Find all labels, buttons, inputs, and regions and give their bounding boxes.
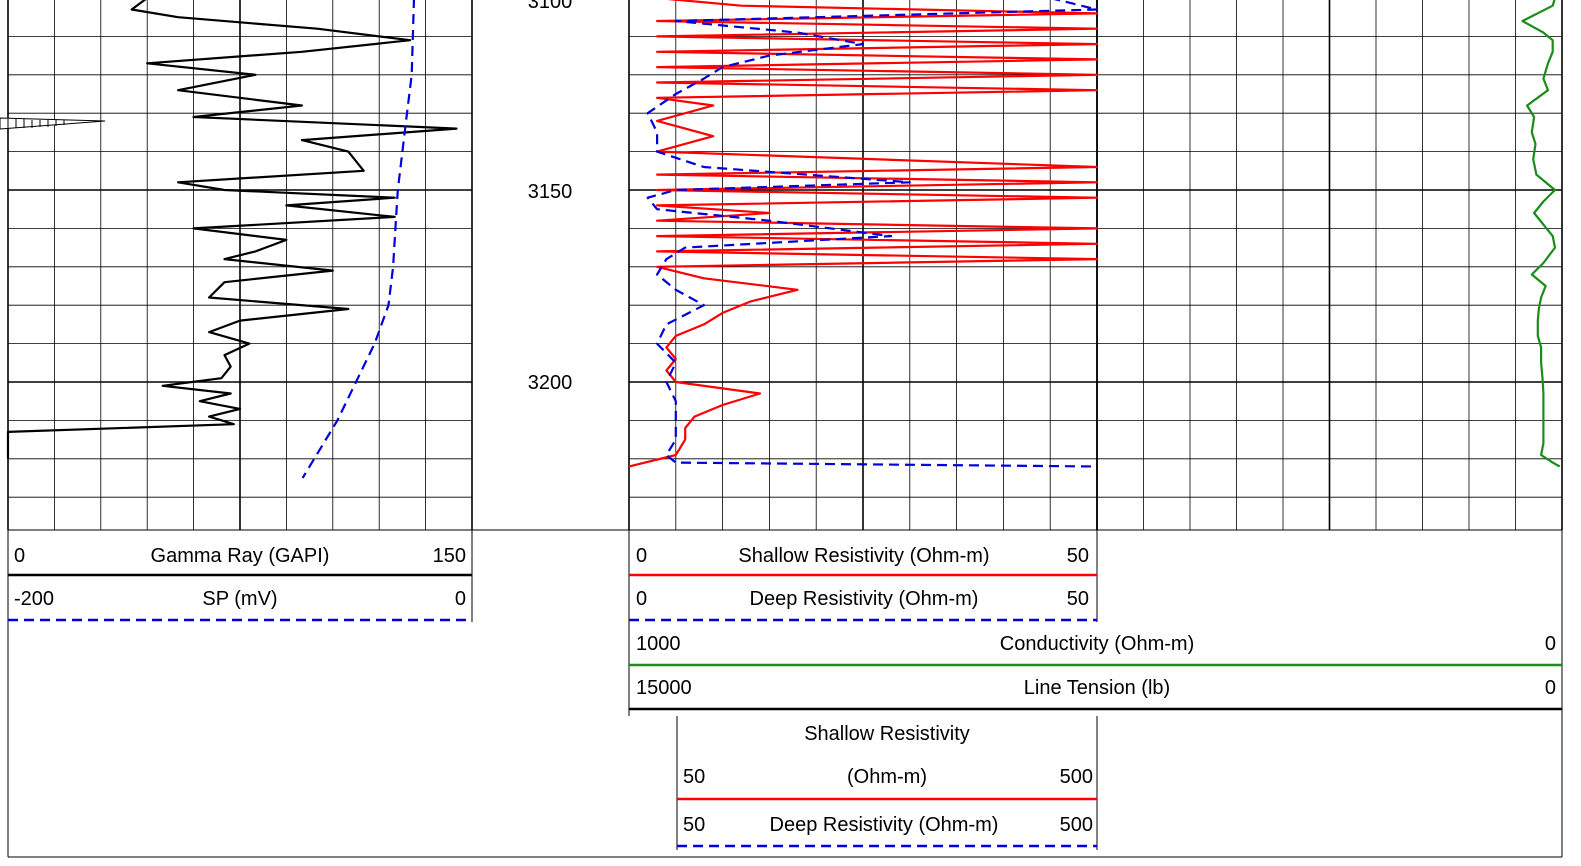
conductivity-label: Conductivity (Ohm-m): [1000, 633, 1194, 655]
curve-track2-0: [628, 0, 1099, 468]
curve-track1-0: [6, 0, 458, 459]
tension-flag-marker: [0, 117, 106, 130]
deep-res-backup-label: Deep Resistivity (Ohm-m): [770, 814, 999, 836]
sp-min: -200: [14, 588, 54, 610]
shallow-res-backup-title: Shallow Resistivity: [804, 723, 970, 745]
deep-res-label: Deep Resistivity (Ohm-m): [750, 588, 979, 610]
deep-res-max: 50: [1067, 588, 1089, 610]
shallow-res-backup-unit: (Ohm-m): [847, 766, 927, 788]
depth-label-3100: 3100: [528, 0, 573, 13]
gamma-ray-max: 150: [433, 545, 466, 567]
curve-track1-1: [301, 0, 416, 479]
conductivity-max: 0: [1545, 633, 1556, 655]
gamma-ray-label: Gamma Ray (GAPI): [151, 545, 330, 567]
line-tension-min: 15000: [636, 677, 692, 699]
deep-res-min: 0: [636, 588, 647, 610]
deep-res-backup-max: 500: [1060, 814, 1093, 836]
shallow-res-backup-min: 50: [683, 766, 705, 788]
curve-track3-0: [1521, 0, 1561, 468]
curve-track2-1: [646, 0, 1099, 468]
sp-label: SP (mV): [202, 588, 277, 610]
shallow-res-label: Shallow Resistivity (Ohm-m): [738, 545, 989, 567]
conductivity-min: 1000: [636, 633, 681, 655]
shallow-res-backup-max: 500: [1060, 766, 1093, 788]
sp-max: 0: [455, 588, 466, 610]
depth-label-3150: 3150: [528, 181, 573, 203]
track1-grid: [7, 0, 473, 530]
shallow-res-max: 50: [1067, 545, 1089, 567]
shallow-res-min: 0: [636, 545, 647, 567]
line-tension-max: 0: [1545, 677, 1556, 699]
track1-header: 0 Gamma Ray (GAPI) 150 -200 SP (mV) 0: [8, 545, 472, 622]
header-frame: [7, 529, 1563, 858]
depth-label-3200: 3200: [528, 372, 573, 394]
track2-grid: [628, 0, 1098, 530]
track3-header: 1000 Conductivity (Ohm-m) 0 15000 Line T…: [629, 633, 1562, 711]
log-curves: [6, 0, 1561, 479]
gamma-ray-min: 0: [14, 545, 25, 567]
backup-resistivity-header: Shallow Resistivity 50 (Ohm-m) 500 50 De…: [677, 723, 1097, 848]
line-tension-label: Line Tension (lb): [1024, 677, 1170, 699]
deep-res-backup-min: 50: [683, 814, 705, 836]
track3-grid: [1096, 0, 1563, 530]
track2-header: 0 Shallow Resistivity (Ohm-m) 50 0 Deep …: [629, 545, 1097, 622]
